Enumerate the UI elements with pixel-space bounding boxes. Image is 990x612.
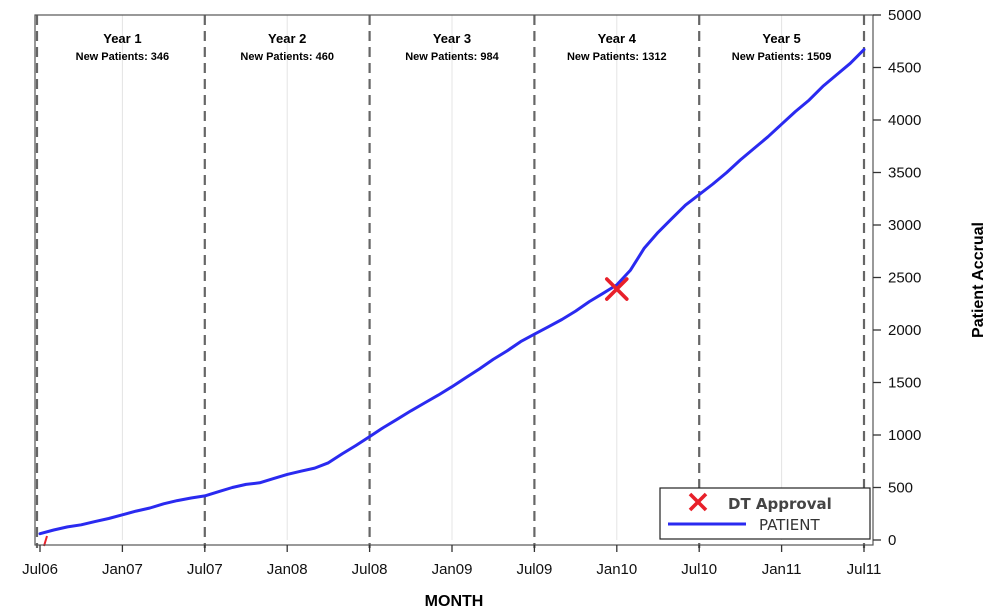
- legend: DT Approval PATIENT: [659, 487, 871, 540]
- period-subtitle: New Patients: 1509: [732, 51, 832, 63]
- x-tick-label: Jan11: [762, 561, 802, 578]
- y-axis: 0 500 1000 1500 2000 2500 3000 3500 4000 4500 5000: [873, 7, 921, 549]
- y-tick-label: 2500: [888, 270, 921, 287]
- x-tick-label: Jan07: [102, 561, 143, 578]
- period-subtitle: New Patients: 346: [76, 51, 170, 63]
- x-axis: Jul06 Jan07 Jul07 Jan08 Jul08 Jan09 Jul09 Jan10…: [22, 545, 881, 578]
- period-title: Year 3: [433, 31, 471, 46]
- legend-x-marker: [688, 492, 708, 512]
- x-tick-label: Jul07: [187, 561, 223, 578]
- legend-label-patient: PATIENT: [759, 516, 820, 534]
- x-axis-title: MONTH: [425, 593, 484, 610]
- y-tick-label: 1000: [888, 427, 921, 444]
- x-tick-label: Jan10: [596, 561, 637, 578]
- period-title: Year 5: [762, 31, 800, 46]
- y-tick-label: 4000: [888, 112, 921, 129]
- y-tick-label: 5000: [888, 7, 921, 24]
- period-subtitle: New Patients: 460: [240, 51, 334, 63]
- x-tick-label: Jan09: [432, 561, 473, 578]
- y-tick-label: 2000: [888, 322, 921, 339]
- x-tick-label: Jul11: [847, 561, 882, 578]
- y-tick-label: 0: [888, 532, 896, 549]
- period-subtitle: New Patients: 984: [405, 51, 499, 63]
- series-lines: [38, 48, 866, 547]
- plot-frame: [34, 14, 874, 546]
- y-tick-label: 4500: [888, 60, 921, 77]
- gridlines: [121, 15, 783, 540]
- marker-dt-approval: [604, 277, 629, 301]
- x-tick-label: Jul10: [681, 561, 717, 578]
- y-axis-title: Patient Accrual: [970, 222, 987, 338]
- period-title: Year 4: [598, 31, 637, 46]
- period-subtitle: New Patients: 1312: [567, 51, 667, 63]
- event-markers: [604, 277, 629, 301]
- y-tick-label: 500: [888, 480, 913, 497]
- period-title: Year 1: [103, 31, 141, 46]
- period-title: Year 2: [268, 31, 306, 46]
- y-tick-label: 3000: [888, 217, 921, 234]
- series-start-mark: [43, 535, 48, 547]
- x-tick-label: Jan08: [267, 561, 308, 578]
- x-tick-label: Jul06: [22, 561, 58, 578]
- x-tick-label: Jul09: [516, 561, 552, 578]
- y-tick-label: 1500: [888, 375, 921, 392]
- series-line-patient: [38, 48, 866, 536]
- year-period-dividers: Year 1 New Patients: 346 Year 2 New Patient…: [35, 15, 866, 548]
- y-tick-label: 3500: [888, 165, 921, 182]
- legend-label-dt-approval: DT Approval: [728, 495, 832, 513]
- x-tick-label: Jul08: [352, 561, 388, 578]
